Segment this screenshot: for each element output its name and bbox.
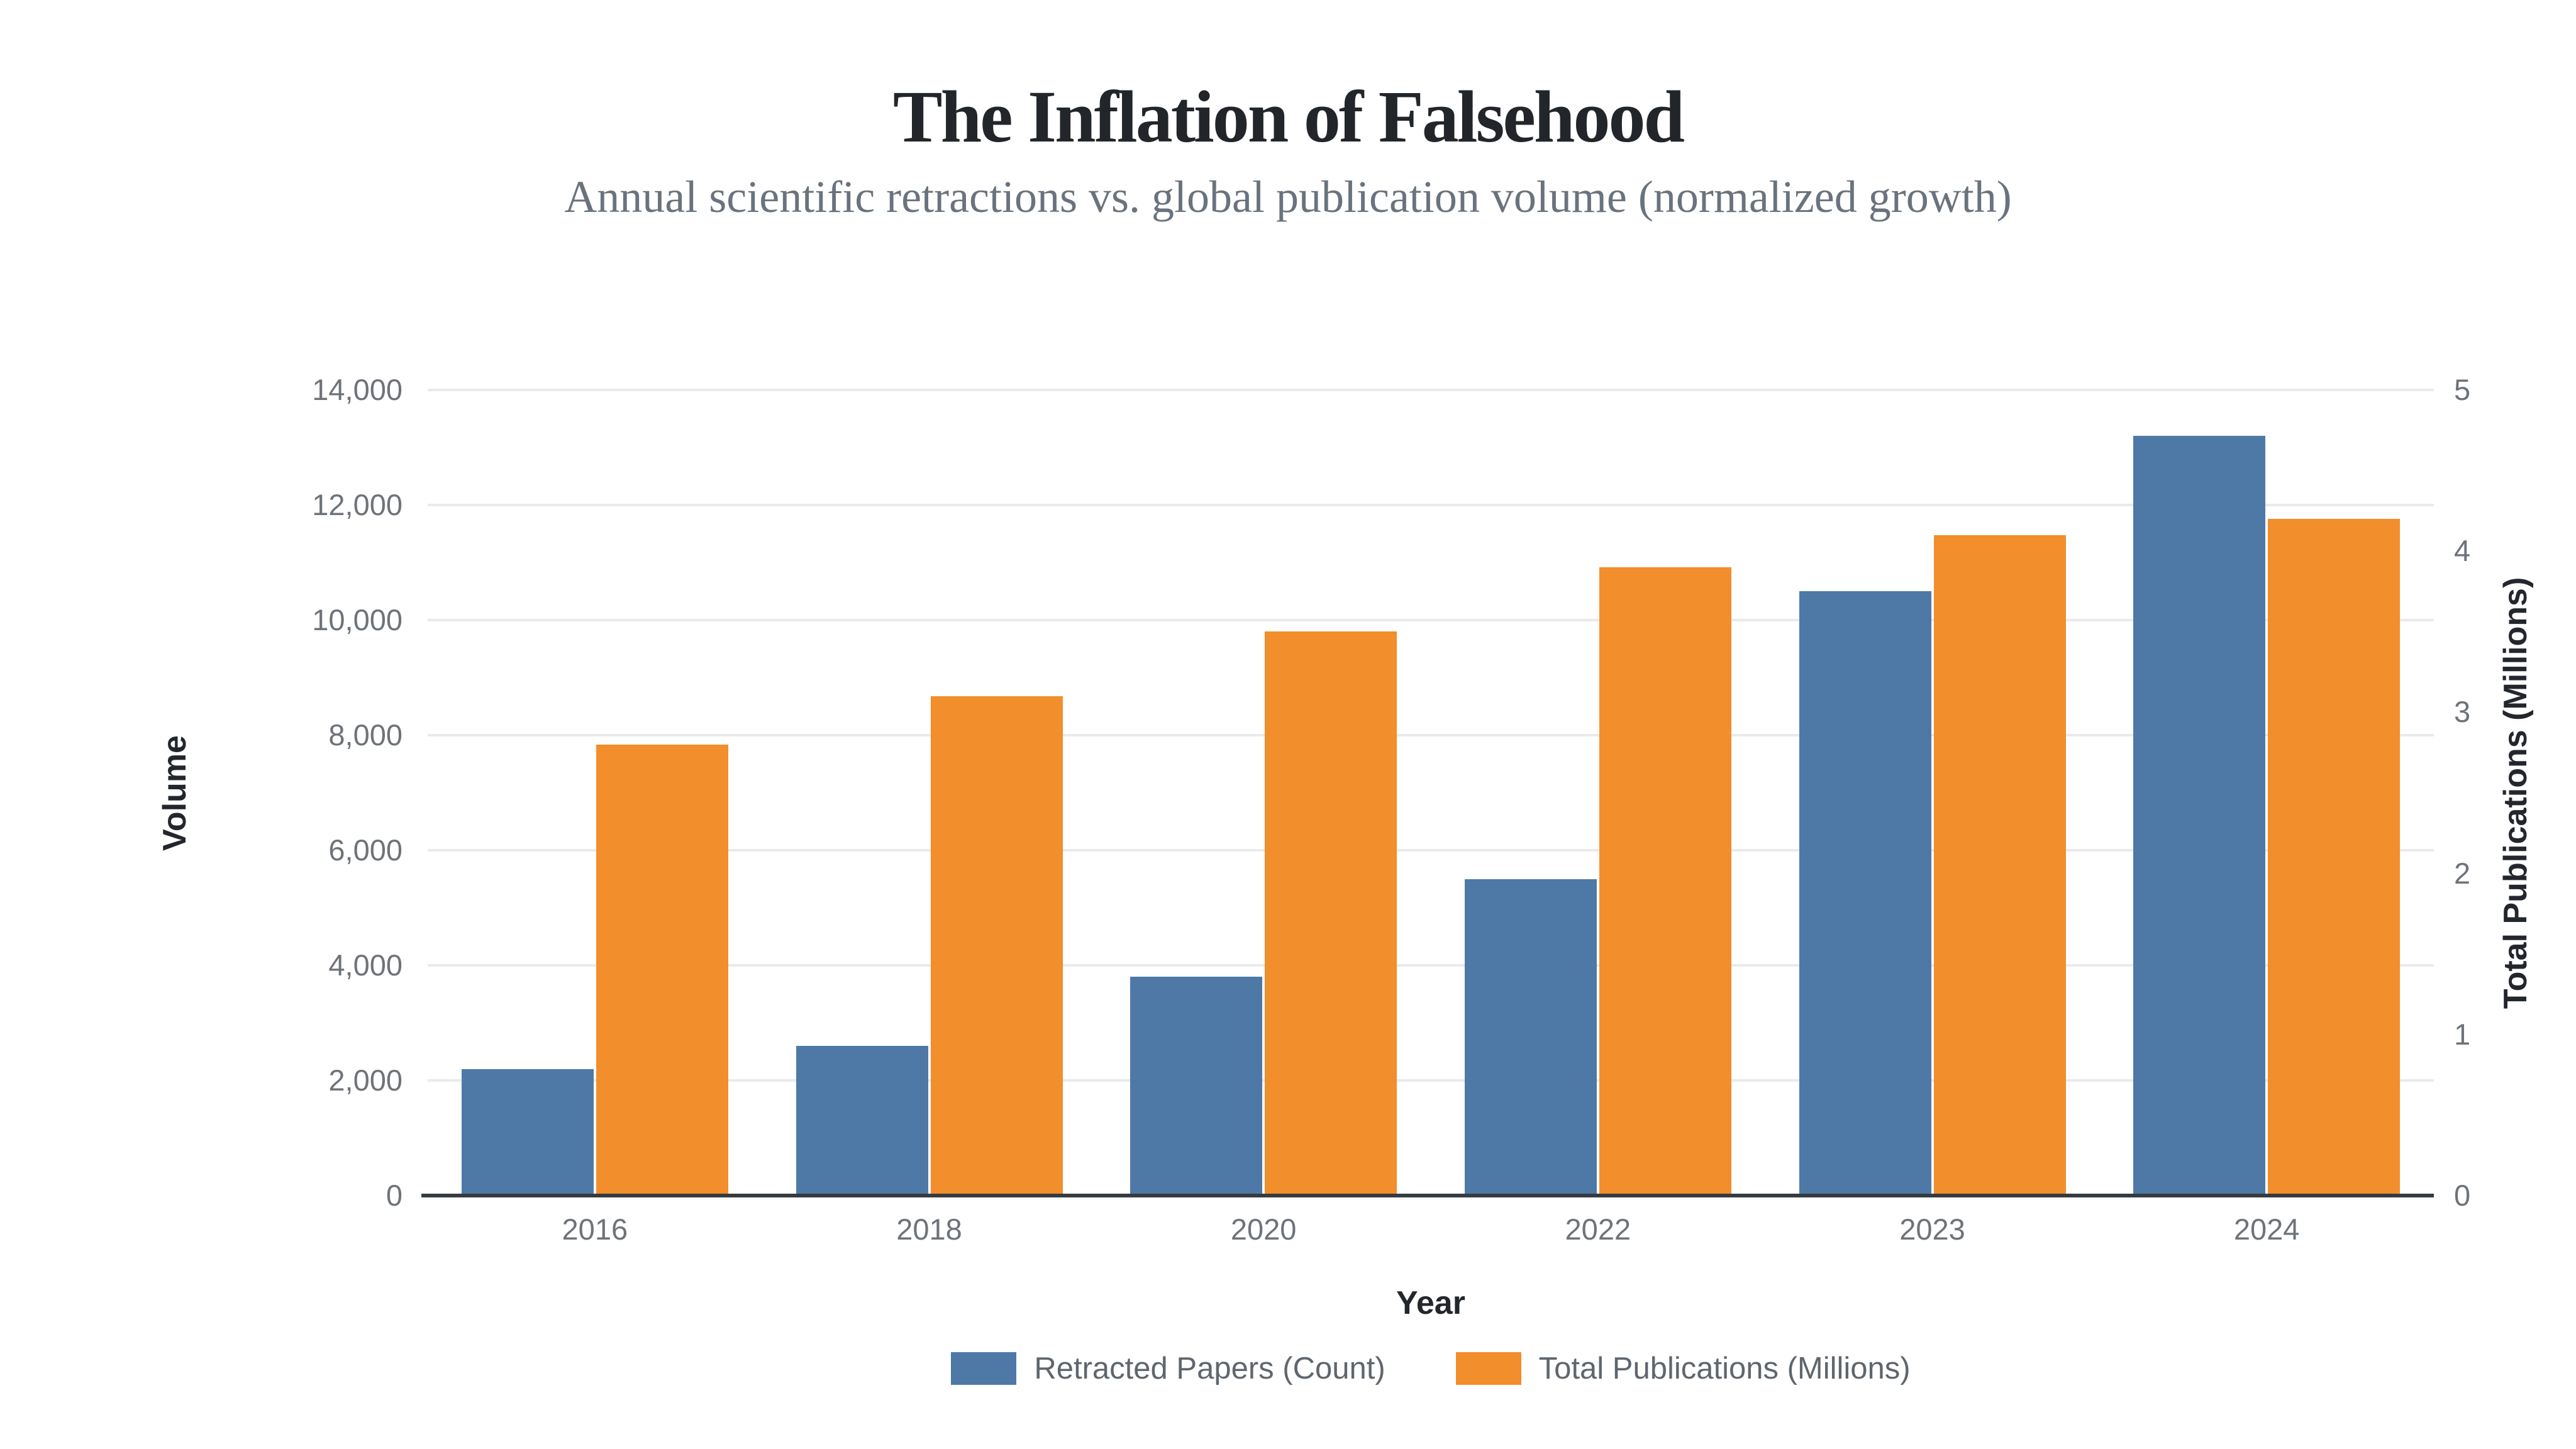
x-tick-label: 2016 — [562, 1213, 628, 1246]
x-axis-line — [421, 1194, 2434, 1197]
bar-publications-2020 — [1265, 631, 1397, 1196]
y-tick-label-right: 3 — [2454, 695, 2471, 729]
y-tick-label-left: 0 — [386, 1179, 402, 1212]
legend-item: Retracted Papers (Count) — [951, 1351, 1385, 1386]
y-tick-label-left: 12,000 — [312, 488, 402, 521]
plot-area: 0 2,000 4,000 6,000 8,000 10,000 12,000 14,000 0… — [312, 373, 2470, 1246]
x-tick-label: 2024 — [2233, 1213, 2300, 1246]
chart-title: The Inflation of Falsehood — [892, 75, 1685, 158]
bar-retracted-2020 — [1130, 977, 1263, 1196]
gridline — [428, 1079, 2434, 1082]
y-tick-label-right: 5 — [2454, 373, 2471, 406]
legend-swatch — [1455, 1352, 1521, 1385]
gridline — [428, 849, 2434, 852]
y-tick-label-right: 4 — [2454, 534, 2471, 568]
bar-publications-2022 — [1599, 567, 1731, 1196]
y-tick-label-left: 4,000 — [328, 948, 402, 982]
bar-retracted-2018 — [796, 1046, 928, 1196]
gridline — [428, 619, 2434, 621]
x-tick-label: 2020 — [1230, 1213, 1297, 1246]
x-tick-label: 2023 — [1899, 1213, 1965, 1246]
bar-retracted-2023 — [1799, 591, 1931, 1196]
legend-label: Retracted Papers (Count) — [1034, 1352, 1385, 1385]
legend-label: Total Publications (Millions) — [1538, 1352, 1911, 1385]
gridline — [428, 964, 2434, 967]
bar-publications-2024 — [2268, 518, 2401, 1196]
y-tick-label-left: 6,000 — [328, 833, 402, 867]
y-tick-label-left: 2,000 — [328, 1063, 402, 1097]
y-tick-label-left: 8,000 — [328, 718, 402, 752]
y-tick-label-right: 2 — [2454, 856, 2471, 890]
y-tick-label-left: 10,000 — [312, 603, 402, 636]
x-axis-title: Year — [1396, 1285, 1465, 1321]
y-tick-label-right: 1 — [2454, 1017, 2471, 1051]
y-axis-title-right: Total Publications (Millions) — [2497, 577, 2534, 1009]
y-tick-label-right: 0 — [2454, 1179, 2471, 1212]
bar-publications-2016 — [596, 744, 728, 1196]
bar-publications-2018 — [930, 696, 1063, 1196]
chart-subtitle: Annual scientific retractions vs. global… — [564, 172, 2012, 222]
x-tick-label: 2022 — [1565, 1213, 1631, 1246]
legend-swatch — [951, 1352, 1017, 1385]
gridline — [428, 734, 2434, 736]
bar-retracted-2016 — [461, 1069, 594, 1196]
bar-publications-2023 — [1933, 535, 2066, 1196]
bar-retracted-2022 — [1464, 879, 1597, 1196]
bar-retracted-2024 — [2133, 436, 2266, 1196]
x-tick-label: 2018 — [896, 1213, 962, 1246]
legend: Retracted Papers (Count) Total Publicatio… — [428, 1351, 2434, 1386]
legend-item: Total Publications (Millions) — [1455, 1351, 1911, 1386]
gridline — [428, 504, 2434, 506]
y-tick-label-left: 14,000 — [312, 373, 402, 406]
gridline — [428, 389, 2434, 391]
